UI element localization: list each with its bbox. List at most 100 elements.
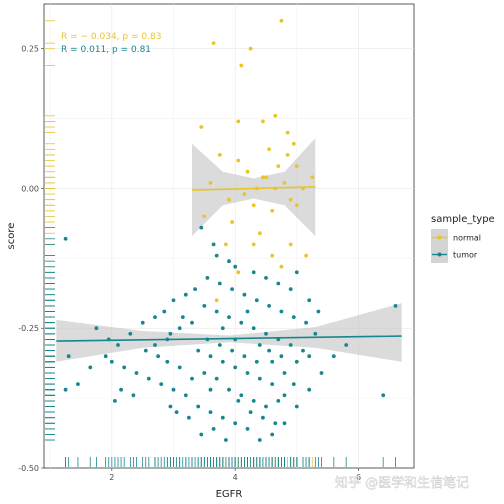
data-point-normal <box>211 41 216 45</box>
data-point-normal <box>208 181 213 185</box>
x-axis-title: EGFR <box>216 489 243 500</box>
data-point-normal <box>285 153 290 157</box>
data-point-tumor <box>319 371 324 375</box>
data-point-tumor <box>233 421 238 426</box>
data-point-tumor <box>63 387 68 392</box>
data-point-tumor <box>146 376 151 381</box>
data-point-tumor <box>307 298 312 303</box>
y-tick-label: -0.25 <box>18 324 39 333</box>
data-point-normal <box>230 220 235 224</box>
data-point-tumor <box>76 382 80 386</box>
data-point-tumor <box>344 343 349 347</box>
legend-item-normal: normal <box>431 229 481 246</box>
data-point-tumor <box>239 320 244 325</box>
stat-annotation-normal: R = − 0.034, p = 0.83 <box>61 32 161 42</box>
data-point-tumor <box>94 326 99 331</box>
data-point-tumor <box>276 281 281 286</box>
x-tick-label: 6 <box>356 473 361 482</box>
data-point-tumor <box>66 354 71 359</box>
data-point-tumor <box>190 376 194 381</box>
data-point-tumor <box>63 236 68 241</box>
data-point-normal <box>236 119 241 124</box>
data-point-normal <box>310 175 315 180</box>
data-point-normal <box>242 192 247 197</box>
data-point-tumor <box>257 343 262 347</box>
data-point-normal <box>202 214 207 219</box>
data-point-normal <box>288 197 293 202</box>
data-point-normal <box>224 242 228 247</box>
data-point-tumor <box>88 365 93 370</box>
data-point-tumor <box>131 393 136 398</box>
data-point-tumor <box>257 438 262 442</box>
data-point-normal <box>294 203 299 208</box>
data-point-normal <box>264 175 268 180</box>
data-point-tumor <box>214 309 219 314</box>
data-point-tumor <box>291 315 296 319</box>
data-point-normal <box>304 253 308 258</box>
data-point-tumor <box>116 343 120 347</box>
data-point-tumor <box>168 404 173 409</box>
data-point-normal <box>270 253 275 258</box>
data-point-tumor <box>245 427 250 431</box>
data-point-tumor <box>165 359 170 364</box>
data-point-tumor <box>202 371 207 375</box>
fit-line-tumor <box>56 335 402 342</box>
data-point-normal <box>236 158 241 163</box>
data-point-tumor <box>270 432 275 437</box>
confidence-band-normal <box>192 138 316 236</box>
confidence-bands <box>56 138 402 362</box>
watermark-text: 知乎 @医学和生信笔记 <box>335 475 469 491</box>
data-point-tumor <box>294 404 299 409</box>
data-point-normal <box>282 181 287 185</box>
data-point-tumor <box>316 309 321 314</box>
data-point-tumor <box>177 365 182 370</box>
legend-key-point-normal <box>437 235 442 240</box>
data-point-tumor <box>202 304 207 308</box>
data-point-normal <box>239 63 244 68</box>
y-tick-label: 0.00 <box>21 184 39 193</box>
data-point-tumor <box>282 371 287 375</box>
rug-marks <box>45 20 396 467</box>
data-point-tumor <box>393 304 398 308</box>
data-point-tumor <box>103 354 108 359</box>
data-point-tumor <box>171 387 176 392</box>
y-tick-label: 0.25 <box>21 45 39 54</box>
fit-line-normal <box>191 186 316 191</box>
data-point-normal <box>248 46 253 51</box>
data-point-normal <box>245 169 250 174</box>
data-point-normal <box>261 175 265 180</box>
stat-annotations: R = − 0.034, p = 0.83 R = 0.011, p = 0.81 <box>61 32 161 55</box>
fit-lines <box>56 186 402 342</box>
data-point-tumor <box>294 359 299 364</box>
data-point-tumor <box>199 225 204 230</box>
data-point-tumor <box>227 315 231 319</box>
data-point-tumor <box>254 298 259 303</box>
x-tick-label: 4 <box>233 473 238 482</box>
scatter-points <box>63 18 398 442</box>
data-point-tumor <box>190 320 194 325</box>
legend: sample_type normal tumor <box>431 214 495 263</box>
data-point-tumor <box>288 343 293 347</box>
data-point-tumor <box>205 276 210 280</box>
data-point-normal <box>214 298 219 303</box>
data-point-tumor <box>291 382 296 386</box>
data-point-tumor <box>196 404 201 409</box>
data-point-normal <box>261 119 265 124</box>
data-point-tumor <box>143 348 148 353</box>
data-point-tumor <box>261 415 265 420</box>
data-point-normal <box>236 270 241 275</box>
grid-lines <box>44 4 414 468</box>
data-point-normal <box>285 130 290 135</box>
data-point-tumor <box>245 371 250 375</box>
data-point-tumor <box>254 359 259 364</box>
data-point-normal <box>251 242 256 247</box>
data-point-tumor <box>279 309 284 314</box>
data-point-tumor <box>264 404 268 409</box>
y-tick-label: -0.50 <box>18 464 39 473</box>
data-point-tumor <box>264 331 268 336</box>
data-point-tumor <box>217 281 222 286</box>
data-point-tumor <box>233 365 238 370</box>
data-point-normal <box>270 208 275 213</box>
data-point-tumor <box>279 354 284 359</box>
data-point-tumor <box>251 270 256 275</box>
